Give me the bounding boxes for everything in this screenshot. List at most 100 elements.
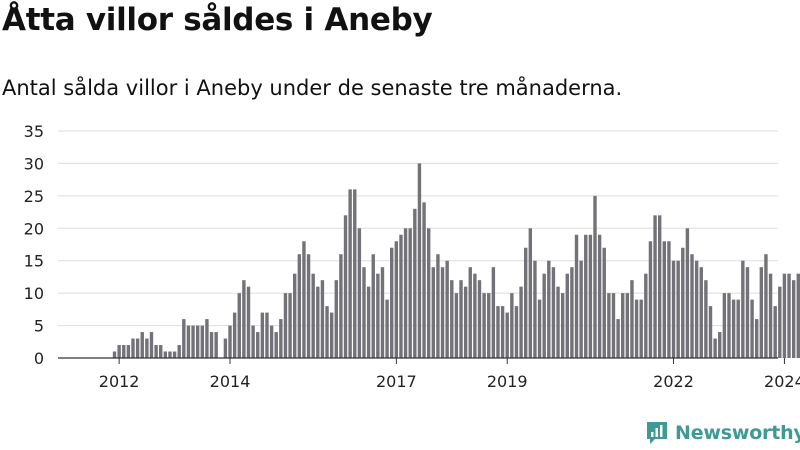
x-tick-label: 2022 [653, 372, 694, 391]
bar [385, 299, 389, 358]
bar [228, 325, 232, 358]
bar [163, 351, 168, 358]
bar [644, 273, 648, 358]
bar [168, 351, 172, 358]
bar [560, 293, 565, 358]
bar [154, 345, 158, 358]
bar [140, 332, 144, 358]
bar [755, 319, 759, 358]
bar [496, 306, 500, 358]
bar [265, 312, 269, 358]
bar [394, 241, 399, 358]
bar [362, 267, 366, 358]
y-tick-label: 20 [24, 219, 44, 238]
bar [556, 286, 560, 358]
bar [320, 280, 325, 358]
y-tick-label: 35 [24, 122, 44, 141]
bar [380, 267, 385, 358]
bar [126, 345, 131, 358]
y-tick-label: 10 [24, 284, 44, 303]
bar [209, 332, 214, 358]
bar [782, 273, 787, 358]
bar [708, 306, 713, 358]
bar [694, 260, 699, 358]
bar [653, 215, 657, 358]
y-tick-label: 5 [34, 317, 44, 336]
bar [634, 299, 639, 358]
bar [676, 260, 680, 358]
bar [657, 215, 662, 358]
bar [135, 338, 140, 358]
bar [671, 260, 676, 358]
newsworthy-logo: Newsworthy [645, 420, 800, 446]
bar [593, 195, 597, 358]
bar [343, 215, 348, 358]
bar [574, 234, 579, 358]
chart-title: Åtta villor såldes i Aneby [2, 2, 433, 38]
bar [172, 351, 177, 358]
bar [445, 260, 449, 358]
bar [431, 267, 435, 358]
bar [727, 293, 731, 358]
bar [528, 228, 533, 358]
bar [357, 228, 362, 358]
bar [246, 286, 251, 358]
bar [685, 228, 690, 358]
bar [731, 299, 736, 358]
bar [487, 293, 491, 358]
bar [325, 306, 329, 358]
bar [413, 208, 417, 358]
bar [537, 299, 542, 358]
y-tick-label: 30 [24, 154, 44, 173]
bar [334, 280, 338, 358]
bar [251, 325, 255, 358]
bar [200, 325, 204, 358]
bar [131, 338, 135, 358]
bar [519, 286, 523, 358]
x-tick-label: 2012 [99, 372, 140, 391]
bar [584, 234, 588, 358]
bar [408, 228, 412, 358]
bar [524, 247, 528, 358]
bar [205, 319, 209, 358]
bar [454, 293, 459, 358]
bar [279, 319, 283, 358]
x-tick-label: 2019 [487, 372, 528, 391]
bar [542, 273, 546, 358]
bar [690, 254, 694, 358]
bar [473, 273, 477, 358]
bar [621, 293, 625, 358]
bar [463, 286, 468, 358]
bar [722, 293, 727, 358]
bar [339, 254, 343, 358]
bar [316, 286, 320, 358]
bar [565, 273, 569, 358]
bar [477, 280, 482, 358]
bar [112, 351, 117, 358]
bar [491, 267, 496, 358]
bar [579, 260, 583, 358]
bar [588, 234, 593, 358]
bar [468, 267, 472, 358]
bar [667, 241, 671, 358]
bar [422, 202, 426, 358]
bar [662, 241, 666, 358]
bar [256, 332, 260, 358]
chart-subtitle: Antal sålda villor i Aneby under de sena… [2, 76, 623, 100]
bar [242, 280, 246, 358]
bar [223, 338, 228, 358]
bar [718, 332, 722, 358]
bar [713, 338, 717, 358]
bar [778, 286, 782, 358]
bar [570, 267, 574, 358]
x-tick-label: 2014 [210, 372, 251, 391]
bar [764, 254, 768, 358]
bar [459, 280, 463, 358]
bar [288, 293, 292, 358]
bar [399, 234, 403, 358]
newsworthy-logo-icon [647, 422, 667, 444]
bar [376, 273, 380, 358]
bar [366, 286, 371, 358]
bar [450, 280, 454, 358]
bar [237, 293, 241, 358]
